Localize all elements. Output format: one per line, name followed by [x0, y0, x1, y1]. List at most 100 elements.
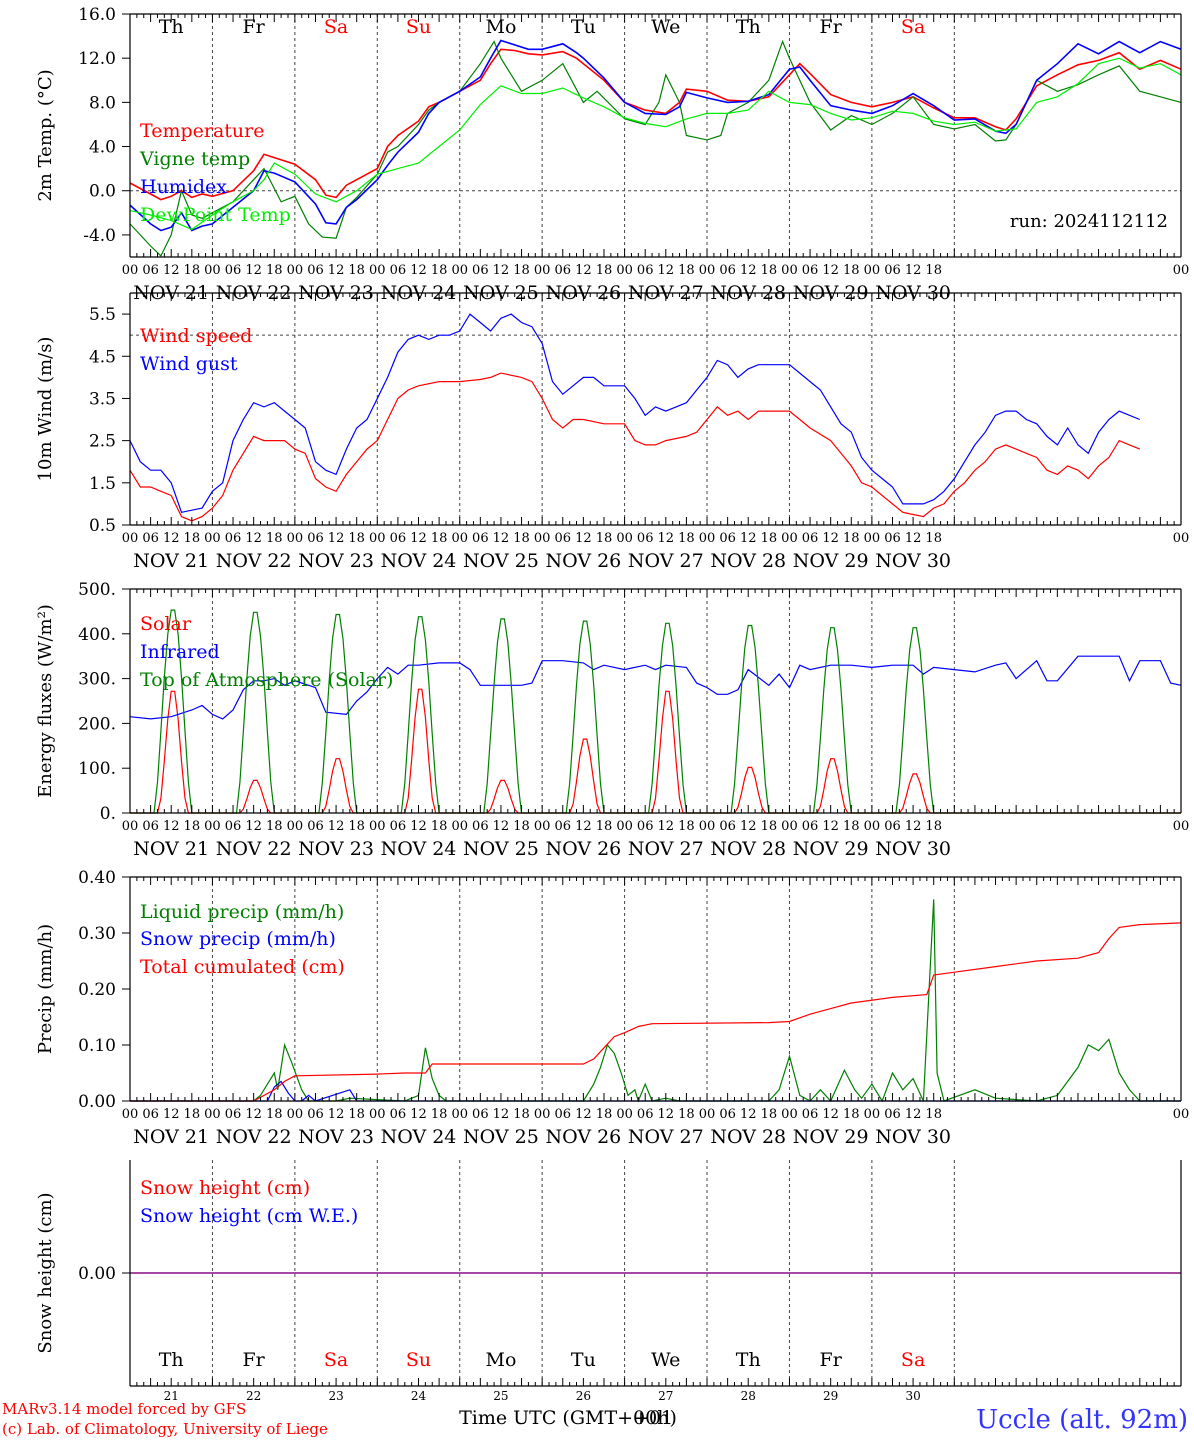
hour-tick-label: 00: [699, 1107, 716, 1122]
hour-tick-label: 18: [266, 531, 283, 546]
hour-tick-label: 00: [1173, 819, 1190, 834]
hour-tick-label: 06: [637, 531, 654, 546]
day-number-label: 25: [493, 1389, 508, 1403]
hour-tick-label: 18: [348, 531, 365, 546]
hour-tick-label: 12: [245, 531, 262, 546]
hour-tick-label: 06: [225, 819, 242, 834]
date-label: NOV 23: [298, 282, 374, 304]
hour-tick-label: 18: [678, 263, 695, 278]
hour-tick-label: 06: [225, 1107, 242, 1122]
hour-tick-label: 18: [761, 531, 778, 546]
hour-tick-label: 00: [781, 1107, 798, 1122]
legend-entry: Total cumulated (cm): [140, 956, 345, 978]
day-number-label: 23: [328, 1389, 343, 1403]
y-tick-label: 16.0: [78, 5, 116, 25]
date-label: NOV 23: [298, 1126, 374, 1148]
date-label: NOV 25: [463, 838, 539, 860]
legend-entry: Snow precip (mm/h): [140, 928, 336, 950]
hour-tick-label: 12: [163, 531, 180, 546]
hour-tick-label: 12: [740, 819, 757, 834]
date-label: NOV 22: [216, 838, 292, 860]
hour-tick-label: 06: [390, 1107, 407, 1122]
hour-tick-label: 18: [431, 263, 448, 278]
weekday-label: Th: [159, 16, 184, 38]
date-label: NOV 30: [875, 282, 951, 304]
date-label: NOV 25: [463, 282, 539, 304]
y-tick-label: 400.: [78, 625, 116, 645]
date-label: NOV 21: [133, 550, 209, 572]
hour-tick-label: 00: [451, 263, 468, 278]
y-tick-label: 0.: [100, 804, 116, 824]
y-tick-label: 12.0: [78, 49, 116, 69]
hour-tick-label: 00: [781, 819, 798, 834]
hour-tick-label: 12: [822, 1107, 839, 1122]
y-tick-label: 4.5: [89, 347, 116, 367]
y-tick-label: 0.5: [89, 516, 116, 536]
hour-tick-label: 18: [843, 263, 860, 278]
frame-layer: [122, 13, 1182, 1387]
date-label: NOV 23: [298, 838, 374, 860]
y-tick-label: 300.: [78, 670, 116, 690]
date-label: NOV 29: [793, 550, 869, 572]
hour-tick-label: 00: [534, 819, 551, 834]
hour-tick-label: 18: [431, 1107, 448, 1122]
hour-tick-label: 12: [410, 819, 427, 834]
hour-tick-label: 00: [864, 531, 881, 546]
hour-tick-label: 18: [596, 263, 613, 278]
y-tick-label: 500.: [78, 580, 116, 600]
hour-tick-label: 12: [905, 263, 922, 278]
hour-tick-label: 06: [719, 1107, 736, 1122]
date-label: NOV 28: [710, 282, 786, 304]
hour-tick-label: 06: [802, 819, 819, 834]
hour-tick-label: 06: [719, 531, 736, 546]
legend-entry: Temperature: [140, 120, 264, 142]
hour-tick-label: 12: [575, 531, 592, 546]
time-axis-overprint: +01: [633, 1407, 673, 1429]
hour-tick-label: 06: [554, 819, 571, 834]
legend-entry: Snow height (cm W.E.): [140, 1205, 358, 1227]
hour-tick-label: 06: [554, 531, 571, 546]
hour-tick-label: 00: [699, 263, 716, 278]
hour-tick-label: 18: [678, 819, 695, 834]
legend-entry: Vigne temp: [139, 148, 250, 170]
date-label: NOV 26: [545, 838, 621, 860]
hour-tick-label: 18: [266, 1107, 283, 1122]
series-line-total-cumulated-cm-: [130, 922, 1182, 1102]
hour-tick-label: 06: [637, 263, 654, 278]
hour-tick-label: 06: [390, 263, 407, 278]
day-number-label: 28: [741, 1389, 756, 1403]
hour-tick-label: 18: [843, 531, 860, 546]
weekday-label-bottom: Th: [159, 1349, 184, 1371]
date-label: NOV 25: [463, 1126, 539, 1148]
hour-tick-label: 18: [184, 531, 201, 546]
day-number-label: 30: [905, 1389, 920, 1403]
date-label: NOV 30: [875, 550, 951, 572]
y-tick-label: 0.10: [78, 1036, 116, 1056]
hour-tick-label: 06: [472, 819, 489, 834]
series-line-wind-speed: [129, 372, 1141, 522]
hour-tick-label: 12: [410, 531, 427, 546]
date-label: NOV 28: [710, 550, 786, 572]
hour-tick-label: 00: [122, 819, 139, 834]
weekday-label-bottom: Fr: [243, 1349, 266, 1371]
weekday-label: Sa: [324, 16, 348, 38]
y-axis-title: 2m Temp. (°C): [35, 69, 56, 201]
hour-tick-label: 18: [184, 1107, 201, 1122]
weekday-label-bottom: Sa: [324, 1349, 348, 1371]
hour-tick-label: 00: [369, 263, 386, 278]
hour-tick-label: 18: [761, 1107, 778, 1122]
day-number-label: 26: [576, 1389, 591, 1403]
series-line-humidex: [129, 39, 1182, 232]
hour-tick-label: 12: [245, 1107, 262, 1122]
series-line-infrared: [129, 655, 1182, 720]
hour-tick-label: 18: [184, 263, 201, 278]
hour-tick-label: 18: [266, 819, 283, 834]
date-label: NOV 23: [298, 550, 374, 572]
hour-tick-label: 18: [513, 263, 530, 278]
hour-tick-label: 00: [287, 531, 304, 546]
hour-tick-label: 18: [348, 1107, 365, 1122]
series-line-vigne-temp: [129, 39, 1182, 257]
hour-tick-label: 12: [493, 819, 510, 834]
date-label: NOV 21: [133, 838, 209, 860]
run-label: run: 2024112112: [1010, 211, 1168, 232]
